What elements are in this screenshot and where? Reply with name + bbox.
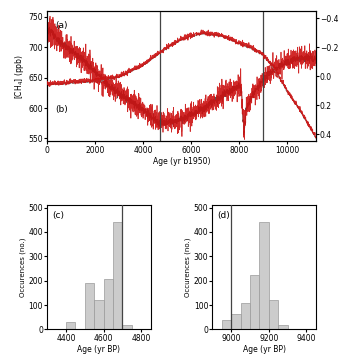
X-axis label: Age (yr BP): Age (yr BP) <box>77 345 121 354</box>
Y-axis label: [CH$_4$] (ppb): [CH$_4$] (ppb) <box>13 54 26 98</box>
Bar <box>222 320 231 329</box>
Bar <box>122 325 132 329</box>
Bar <box>113 222 122 329</box>
X-axis label: Age (yr BP): Age (yr BP) <box>242 345 286 354</box>
Bar <box>260 222 269 329</box>
Bar <box>278 325 287 329</box>
Bar <box>103 279 113 329</box>
Y-axis label: Occurences (no.): Occurences (no.) <box>19 237 26 297</box>
Text: (b): (b) <box>55 105 68 114</box>
Bar <box>241 303 250 329</box>
Text: (c): (c) <box>52 211 64 220</box>
Text: (a): (a) <box>55 21 68 30</box>
Text: (d): (d) <box>218 211 231 220</box>
Y-axis label: Occurences (no.): Occurences (no.) <box>184 237 191 297</box>
Bar <box>94 300 103 329</box>
Bar <box>85 283 94 329</box>
Bar <box>269 300 278 329</box>
X-axis label: Age (yr b1950): Age (yr b1950) <box>153 157 210 166</box>
Bar <box>250 274 260 329</box>
Bar <box>66 322 76 329</box>
Bar <box>231 313 241 329</box>
